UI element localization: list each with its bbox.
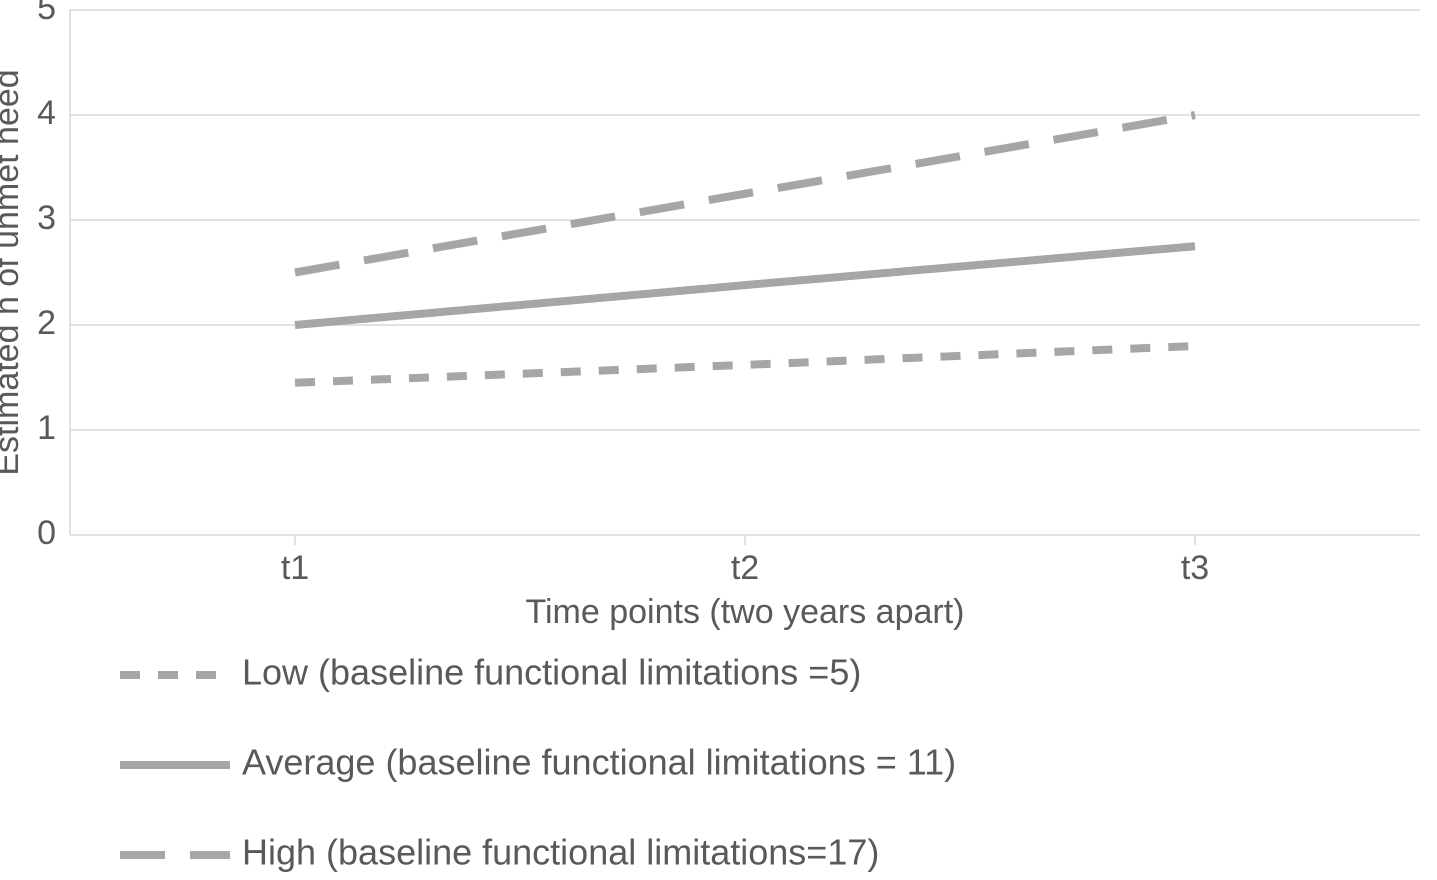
- chart-svg: 0 1 2 3 4 5 t1 t2 t3 Time points (two years apart…: [0, 0, 1437, 880]
- y-tick-label: 0: [37, 514, 56, 552]
- y-tick-label: 3: [37, 199, 56, 237]
- legend-label-low: Low (baseline functional limitations =5): [242, 652, 861, 693]
- legend-label-high: High (baseline functional limitations=17…: [242, 832, 879, 873]
- y-tick-label: 5: [37, 0, 56, 27]
- y-axis-title: Estimated n of unmet need: [0, 69, 26, 475]
- x-axis-title: Time points (two years apart): [526, 593, 965, 631]
- y-tick-label: 2: [37, 304, 56, 342]
- x-tick-label: t3: [1181, 549, 1209, 587]
- x-tick-label: t2: [731, 549, 759, 587]
- x-tick-label: t1: [281, 549, 309, 587]
- y-tick-label: 1: [37, 409, 56, 447]
- legend-label-average: Average (baseline functional limitations…: [242, 742, 956, 783]
- y-tick-label: 4: [37, 94, 56, 132]
- unmet-need-line-chart: 0 1 2 3 4 5 t1 t2 t3 Time points (two years apart…: [0, 0, 1437, 880]
